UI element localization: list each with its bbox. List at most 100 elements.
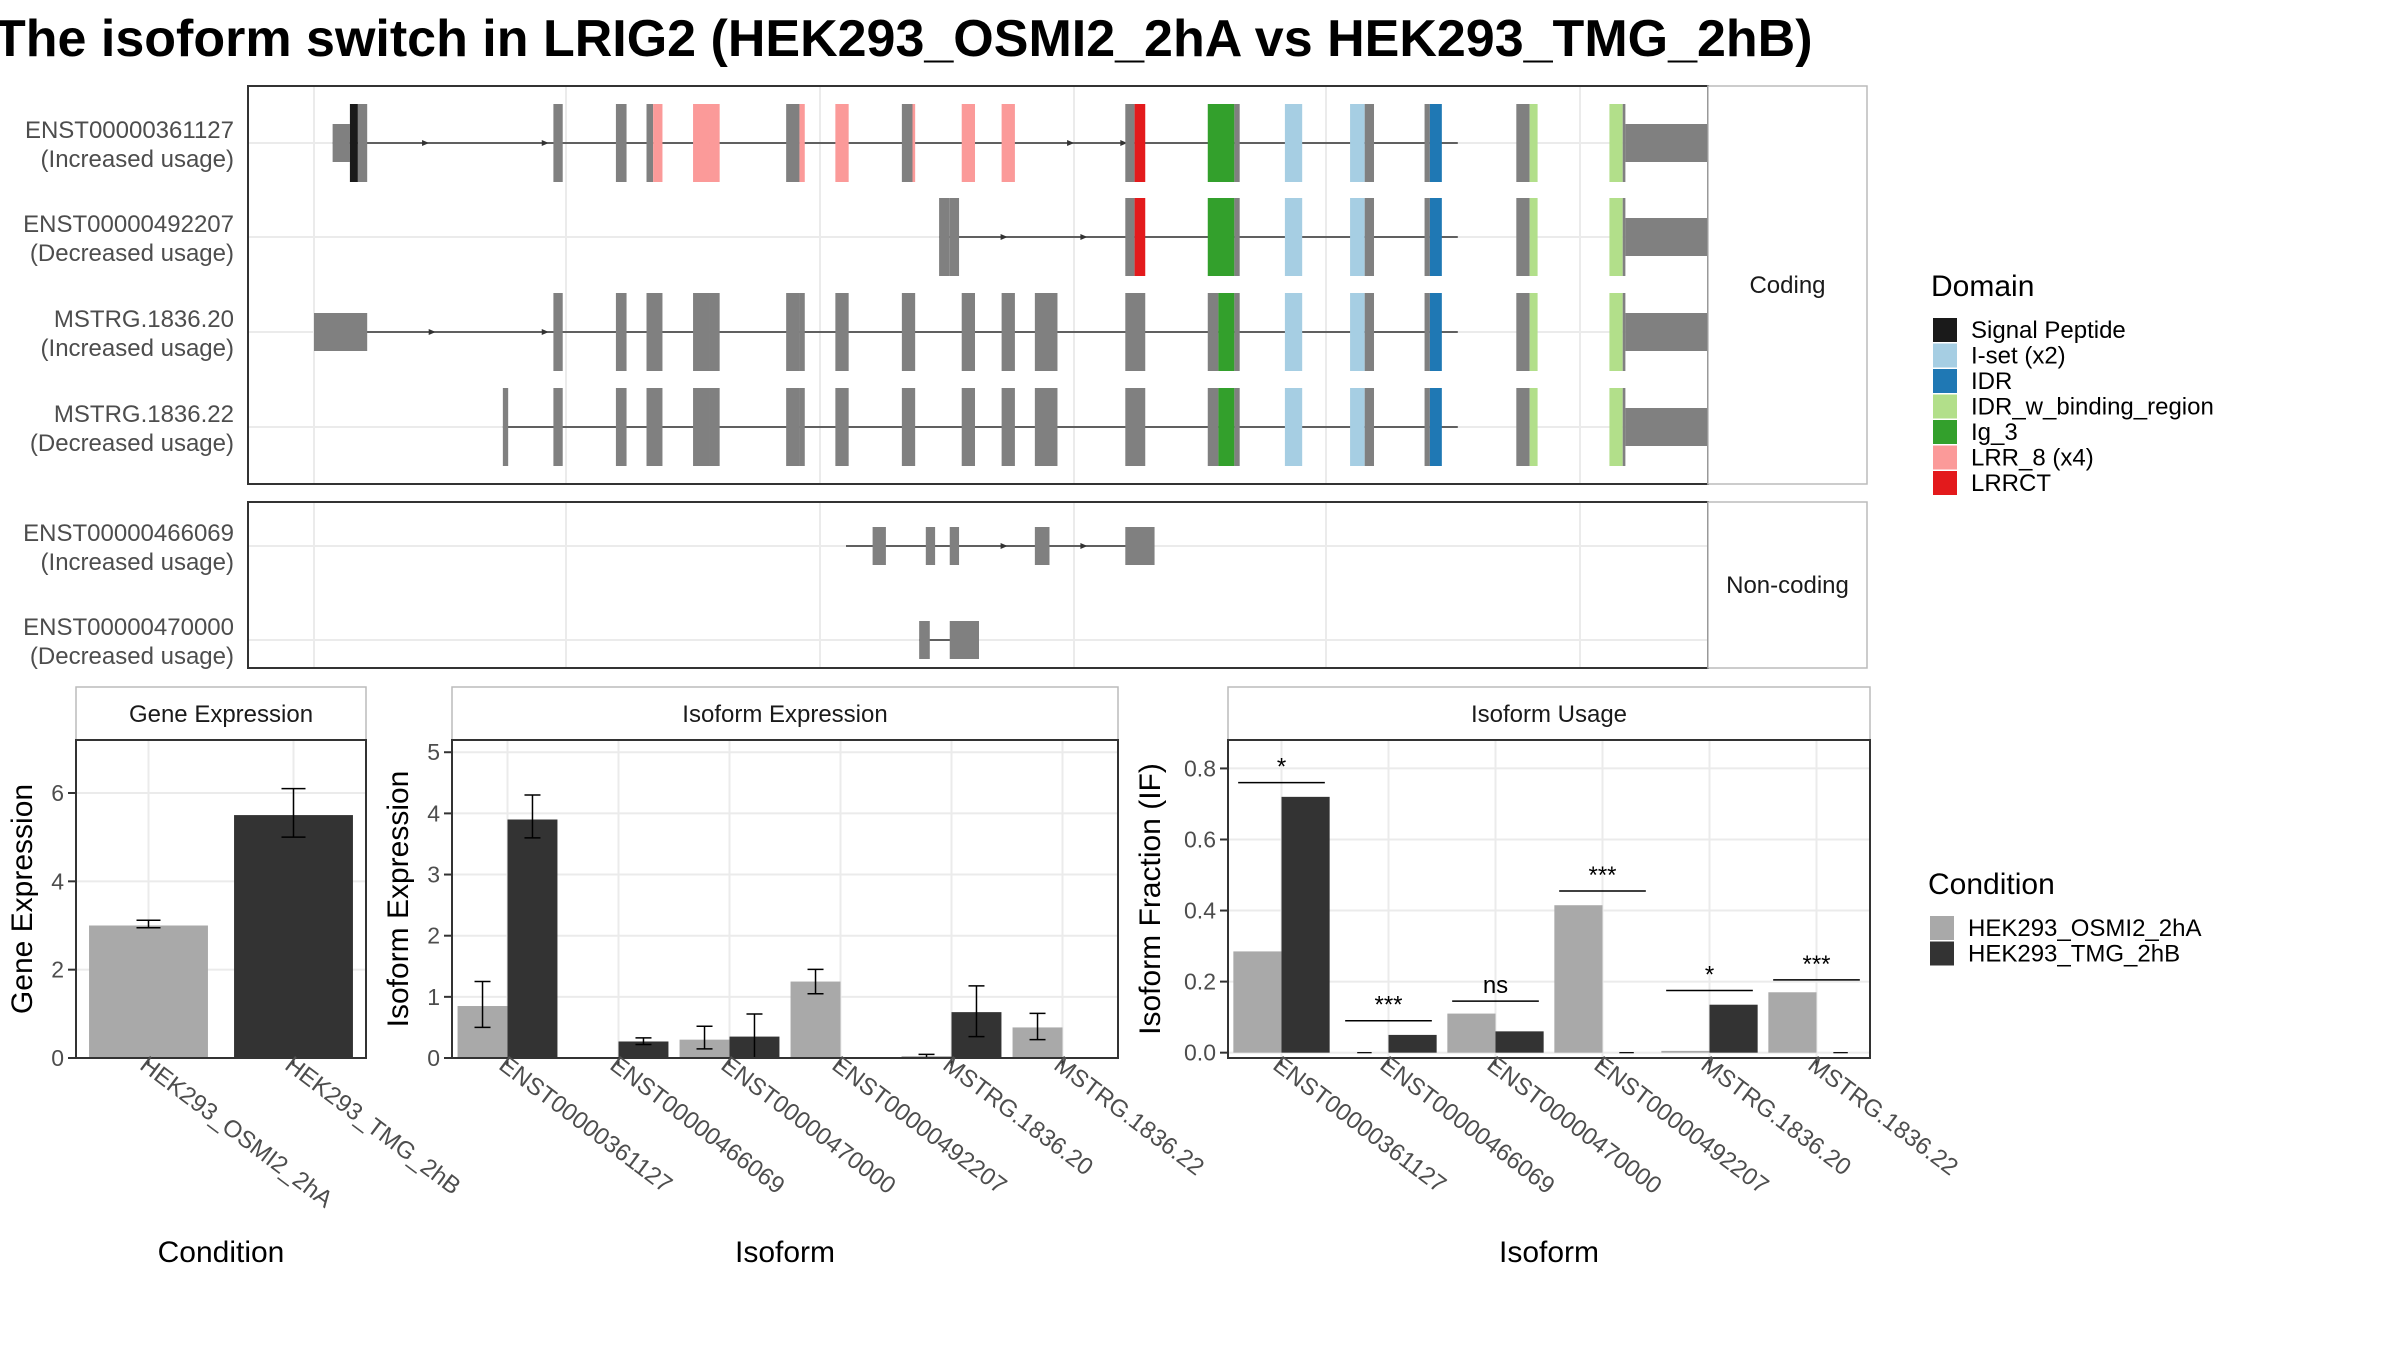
strand-arrow [1120, 140, 1128, 146]
legend-swatch-lrr-8-x4 [1933, 445, 1957, 470]
exon-domain-ig-3 [1218, 388, 1235, 466]
exon-block [1207, 388, 1219, 466]
x-tick-label: ENST00000361127 [1268, 1051, 1451, 1198]
exon-block [799, 388, 805, 466]
x-axis-title: Condition [158, 1236, 285, 1269]
exon-block [835, 388, 849, 466]
significance-label: * [1277, 754, 1286, 781]
transcript-usage-label: (Increased usage) [41, 146, 234, 173]
transcript-enst00000361127: ENST00000361127(Increased usage) [25, 104, 1720, 182]
y-axis-title: Isoform Fraction (IF) [1134, 763, 1167, 1035]
strand-arrow [541, 140, 549, 146]
y-axis-title: Isoform Expression [382, 771, 415, 1028]
y-tick-label: 0.0 [1184, 1040, 1216, 1066]
transcript-structure-plot: ENST00000361127(Increased usage) ENST0000… [23, 85, 1868, 670]
facet-strip [75, 686, 367, 741]
facet-strip [1227, 686, 1871, 741]
x-axis-title: Isoform [735, 1236, 835, 1269]
bar-enst00000361127-hek293-tmg-2hb [1281, 796, 1330, 1053]
exon-block [332, 124, 350, 162]
exon-block [786, 293, 800, 371]
structure-panel-coding: ENST00000361127(Increased usage)ENST0000… [23, 85, 1868, 485]
exon-block [1622, 104, 1626, 182]
exon-block [872, 527, 886, 565]
exon-block [799, 293, 805, 371]
exon-domain-i-set-x2 [1350, 198, 1365, 276]
y-tick-label: 4 [427, 800, 440, 826]
bar-enst00000466069-hek293-tmg-2hb [618, 1041, 669, 1058]
panel-border [1227, 739, 1871, 1059]
exon-block [1516, 388, 1530, 466]
exon-domain-idr-w-binding-region [1609, 104, 1623, 182]
exon-block [961, 293, 976, 371]
exon-block [1207, 293, 1219, 371]
exon-block [709, 293, 720, 371]
exon-domain-idr [1429, 104, 1442, 182]
exon-domain-lrr-8-x4 [835, 104, 849, 182]
exon-block [502, 388, 509, 466]
exon-domain-idr-w-binding-region [1529, 388, 1538, 466]
exon-block [786, 388, 800, 466]
exon-block [1625, 408, 1720, 446]
transcript-id-label: ENST00000470000 [23, 614, 234, 641]
condition-legend-title: Condition [1928, 868, 2055, 901]
bar-hek293-osmi2-2ha [89, 925, 208, 1058]
exon-block [919, 621, 930, 659]
legend-swatch-hek293-tmg-2hb [1930, 941, 1954, 966]
x-tick-label: ENST00000466069 [1375, 1051, 1560, 1199]
exon-domain-idr-w-binding-region [1529, 104, 1538, 182]
exon-block [912, 293, 916, 371]
exon-domain-lrr-8-x4 [693, 104, 710, 182]
exon-domain-idr-w-binding-region [1529, 293, 1538, 371]
exon-block [1516, 104, 1530, 182]
y-tick-label: 0.2 [1184, 969, 1216, 995]
exon-block [1034, 293, 1058, 371]
exon-domain-idr [1429, 198, 1442, 276]
transcript-enst00000466069: ENST00000466069(Increased usage) [23, 520, 1155, 576]
y-tick-label: 0 [427, 1045, 440, 1071]
panel-border [451, 739, 1119, 1059]
legend-swatch-idr-w-binding-region [1933, 394, 1957, 419]
strand-arrow [428, 329, 436, 335]
exon-block [553, 388, 563, 466]
expression-charts: Gene Expression0246HEK293_OSMI2_2hAHEK29… [6, 686, 1963, 1269]
legend-swatch-i-set-x2 [1933, 343, 1957, 368]
y-tick-label: 4 [51, 868, 64, 894]
legend-label-i-set-x2: I-set (x2) [1971, 343, 2066, 370]
exon-domain-idr-w-binding-region [1529, 198, 1538, 276]
y-tick-label: 6 [51, 780, 64, 806]
exon-block [1364, 293, 1375, 371]
significance-label: ns [1483, 972, 1508, 999]
exon-block [1364, 104, 1375, 182]
legend-label-hek293-osmi2-2ha: HEK293_OSMI2_2hA [1968, 915, 2201, 942]
y-tick-label: 0.6 [1184, 826, 1216, 852]
transcript-id-label: MSTRG.1836.20 [54, 306, 234, 333]
strand-arrow [1000, 234, 1008, 240]
legend-label-idr: IDR [1971, 368, 2012, 395]
bar-enst00000470000-hek293-osmi2-2ha [1447, 1013, 1496, 1053]
legend-swatch-idr [1933, 369, 1957, 393]
legend-swatch-hek293-osmi2-2ha [1930, 916, 1954, 940]
exon-block [786, 104, 800, 182]
exon-block [1625, 124, 1720, 162]
exon-block [1001, 388, 1015, 466]
exon-block [553, 293, 563, 371]
exon-domain-ig-3 [1207, 104, 1235, 182]
y-tick-label: 1 [427, 984, 440, 1010]
panel-background [248, 86, 1708, 484]
exon-domain-idr-w-binding-region [1609, 293, 1623, 371]
panel-border [75, 739, 367, 1059]
y-tick-label: 5 [427, 739, 440, 765]
exon-block [1125, 527, 1155, 565]
exon-block [646, 388, 663, 466]
exon-block [1034, 527, 1050, 565]
exon-block [1424, 388, 1430, 466]
plot-background [452, 740, 1118, 1058]
facet-strip-label: Gene Expression [129, 701, 313, 728]
exon-domain-lrr-8-x4 [709, 104, 720, 182]
exon-domain-i-set-x2 [1350, 293, 1365, 371]
exon-block [357, 104, 368, 182]
facet-strip-label: Isoform Usage [1471, 701, 1627, 728]
